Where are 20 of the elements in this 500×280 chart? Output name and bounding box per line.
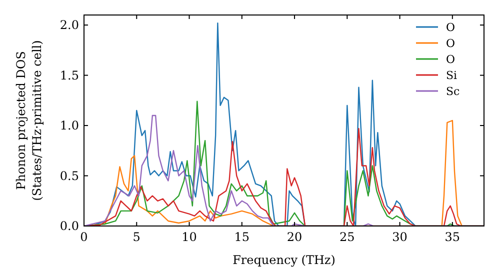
x-tick-label: 30 <box>392 230 408 244</box>
x-tick-label: 0 <box>80 230 88 244</box>
x-axis-title: Frequency (THz) <box>232 253 336 267</box>
legend-label: Sc <box>446 85 460 98</box>
x-tick-label: 35 <box>444 230 460 244</box>
x-tick-label: 20 <box>286 230 302 244</box>
legend-label: O <box>446 21 456 34</box>
legend-label: O <box>446 37 456 50</box>
legend-label: O <box>446 53 456 66</box>
y-axis-title: Phonon projected DOS (States/THz·primitive cell) <box>14 40 44 201</box>
x-tick-label: 10 <box>182 230 197 244</box>
y-tick-label: 0.0 <box>60 219 79 233</box>
x-tick-label: 25 <box>340 230 355 244</box>
legend-label: Si <box>446 69 458 82</box>
y-tick-label: 2.0 <box>60 18 79 32</box>
x-tick-label: 15 <box>234 230 250 244</box>
x-tick-label: 5 <box>132 230 140 244</box>
y-tick-label: 0.5 <box>60 168 79 183</box>
y-tick-label: 1.0 <box>60 118 79 133</box>
y-tick-label: 1.5 <box>60 68 79 82</box>
